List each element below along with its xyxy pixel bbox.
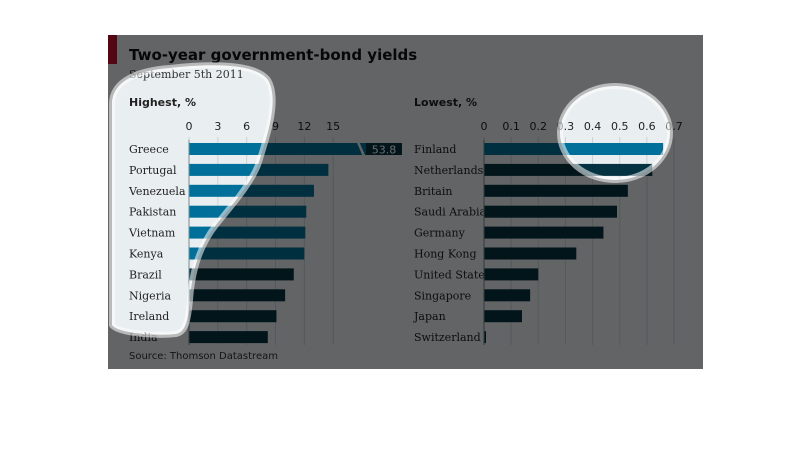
highest-bar [189, 184, 314, 197]
highest-category-label: Greece [129, 143, 169, 156]
lowest-bar [484, 184, 628, 197]
highest-category-label: Pakistan [129, 206, 176, 219]
highest-bar [189, 247, 305, 260]
highest-data-label: 53.8 [372, 144, 397, 157]
lowest-category-label: Hong Kong [414, 248, 477, 261]
highest-bar [189, 226, 306, 239]
highest-category-label: Portugal [129, 164, 177, 177]
highest-bar [189, 310, 277, 323]
highest-tick-label: 3 [214, 120, 221, 133]
highest-bar [189, 163, 329, 176]
highest-category-label: Nigeria [129, 289, 171, 302]
lowest-category-label: Finland [414, 143, 456, 156]
highest-category-label: Ireland [129, 310, 169, 323]
lowest-tick-label: 0 [481, 120, 488, 133]
lowest-bar [484, 268, 539, 281]
lowest-bar [484, 289, 531, 302]
highest-tick-label: 12 [297, 120, 311, 133]
highest-category-label: India [129, 331, 158, 344]
highest-bar [189, 143, 370, 155]
lowest-bar [484, 143, 664, 155]
lowest-category-label: Switzerland [414, 331, 481, 344]
lowest-bar [484, 205, 617, 218]
lowest-tick-label: 0.2 [530, 120, 548, 133]
highest-category-label: Venezuela [128, 185, 186, 198]
lowest-category-label: Germany [414, 227, 466, 240]
lowest-category-label: Netherlands [414, 164, 484, 177]
lowest-bar [484, 226, 604, 239]
highest-tick-label: 6 [243, 120, 250, 133]
highest-bar [189, 268, 294, 281]
highest-tick-label: 0 [186, 120, 193, 133]
lowest-category-label: Singapore [414, 289, 471, 302]
lowest-bar [484, 247, 577, 260]
lowest-category-label: Britain [414, 185, 452, 198]
highest-bar [189, 205, 307, 218]
highest-chart-title: Highest, % [129, 96, 196, 109]
highest-tick-label: 15 [326, 120, 340, 133]
lowest-tick-label: 0.3 [557, 120, 575, 133]
lowest-category-label: United States [414, 268, 491, 281]
highest-tick-label: 9 [272, 120, 279, 133]
lowest-tick-label: 0.6 [638, 120, 656, 133]
lowest-category-label: Japan [413, 310, 446, 323]
lowest-chart-title: Lowest, % [414, 96, 477, 109]
highest-category-label: Brazil [129, 268, 162, 281]
lowest-tick-label: 0.4 [584, 120, 602, 133]
lowest-bar [484, 310, 522, 323]
highest-category-label: Vietnam [128, 227, 176, 240]
lowest-tick-label: 0.5 [611, 120, 629, 133]
highest-bar [189, 289, 286, 302]
lowest-category-label: Saudi Arabia [414, 206, 487, 219]
lowest-bar [484, 163, 653, 176]
lowest-tick-label: 0.7 [665, 120, 683, 133]
lowest-tick-label: 0.1 [502, 120, 520, 133]
highest-category-label: Kenya [129, 248, 164, 261]
highest-bar [189, 331, 268, 344]
